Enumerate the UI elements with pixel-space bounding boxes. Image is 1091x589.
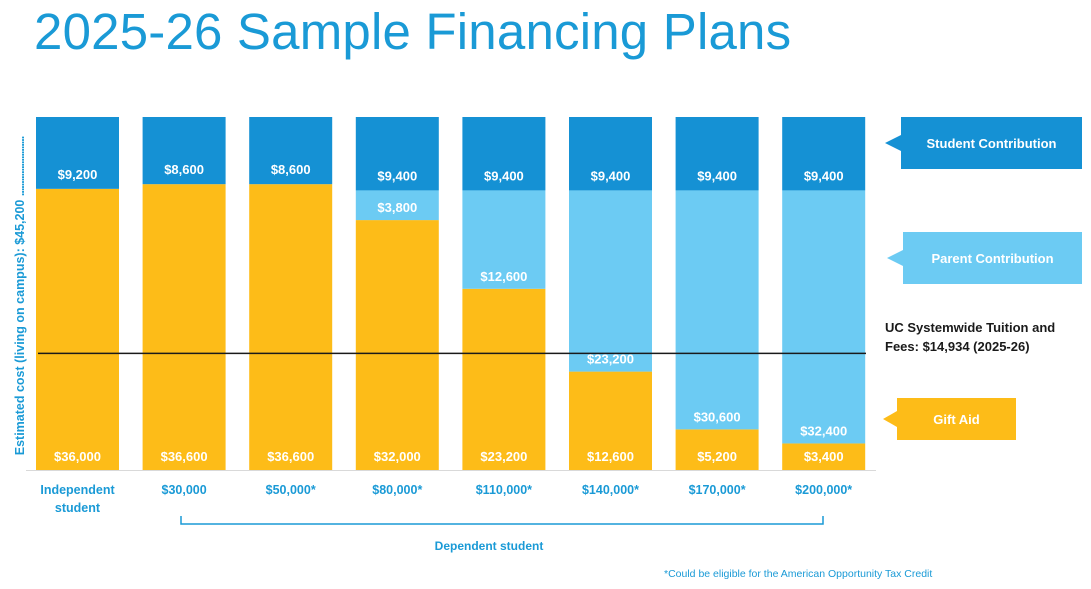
x-tick-label: $80,000* [347,481,447,499]
data-label-gift-6: $5,200 [697,449,737,464]
data-label-student-6: $9,400 [697,168,737,183]
data-label-student-5: $9,400 [591,168,631,183]
dependent-student-label: Dependent student [434,539,544,553]
data-label-student-0: $9,200 [58,167,98,182]
x-tick-label-line: $30,000 [161,483,207,497]
bar-gift-5 [569,371,652,470]
x-tick-label-line: Independent [40,483,115,497]
x-tick-label: $140,000* [561,481,661,499]
data-label-student-3: $9,400 [377,168,417,183]
bar-gift-0 [36,188,119,471]
bar-student-4 [462,117,546,191]
x-tick-label-line: $200,000* [795,483,853,497]
bar-student-1 [142,117,226,185]
x-tick-label: Independent student [28,481,128,517]
bar-student-5 [569,117,652,191]
legend-parent-contribution: Parent Contribution [887,232,1082,284]
x-tick-label-line: $80,000* [372,483,423,497]
reference-line-label-line-1: UC Systemwide Tuition and [885,320,1056,335]
x-tick-label-line: $50,000* [265,483,316,497]
data-label-gift-2: $36,600 [267,449,314,464]
x-tick-label-line: $110,000* [475,483,533,497]
x-tick-label: $110,000* [454,481,554,499]
x-tick-label-line: student [54,501,101,515]
bar-student-0 [36,117,119,189]
reference-line-label: UC Systemwide Tuition and Fees: $14,934 … [885,318,1085,356]
data-label-gift-1: $36,600 [161,449,208,464]
footnote: *Could be eligible for the American Oppo… [664,568,933,580]
bar-gift-1 [142,184,226,471]
legend-student-contribution: Student Contribution [885,117,1082,169]
data-label-parent-7: $32,400 [800,423,847,438]
data-label-student-2: $8,600 [271,162,311,177]
x-tick-label-line: $170,000* [688,483,746,497]
bar-student-6 [675,117,759,191]
data-label-parent-3: $3,800 [377,200,417,215]
bar-student-3 [355,117,439,191]
bar-gift-2 [249,184,333,471]
reference-line-label-line-2: Fees: $14,934 (2025-26) [885,339,1030,354]
data-label-gift-7: $3,400 [804,449,844,464]
bar-parent-3 [355,190,439,221]
data-label-gift-0: $36,000 [54,449,101,464]
x-tick-label-line: $140,000* [581,483,639,497]
bar-parent-7 [782,190,866,444]
x-tick-label: $30,000 [134,481,234,499]
data-label-student-4: $9,400 [484,168,524,183]
bar-parent-5 [569,190,652,372]
bar-parent-6 [675,190,759,430]
x-tick-label: $200,000* [774,481,874,499]
data-label-gift-3: $32,000 [374,449,421,464]
data-label-gift-4: $23,200 [480,449,527,464]
data-label-parent-6: $30,600 [694,409,741,424]
bar-student-2 [249,117,333,185]
dependent-student-bracket [180,516,824,525]
data-label-student-1: $8,600 [164,162,204,177]
bar-gift-6 [675,429,759,470]
data-label-parent-4: $12,600 [480,269,527,284]
page-title: 2025-26 Sample Financing Plans [34,3,792,60]
data-label-gift-5: $12,600 [587,449,634,464]
legend-gift-aid: Gift Aid [883,398,1016,440]
data-label-parent-5: $23,200 [587,352,634,367]
bar-parent-4 [462,190,546,289]
bar-gift-4 [462,288,546,470]
x-tick-label: $50,000* [241,481,341,499]
x-tick-label: $170,000* [667,481,767,499]
bar-gift-7 [782,443,866,470]
bar-student-7 [782,117,866,191]
bar-gift-3 [355,220,439,470]
data-label-student-7: $9,400 [804,168,844,183]
